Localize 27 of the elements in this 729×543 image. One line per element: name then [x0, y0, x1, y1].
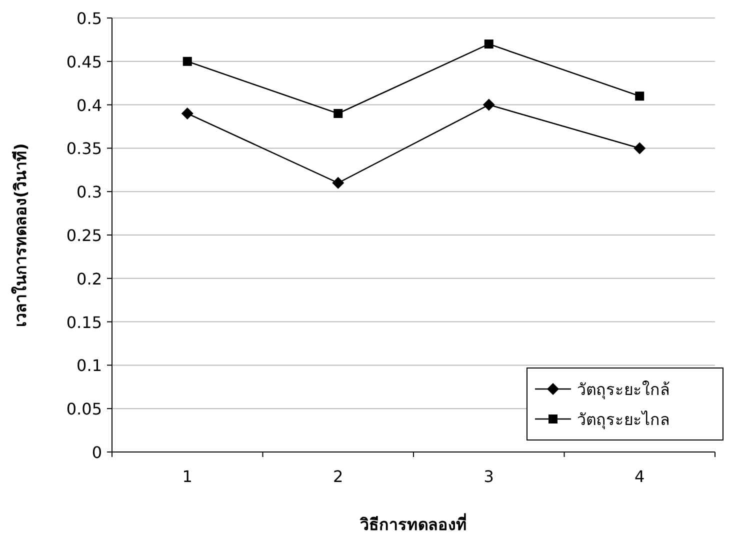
- point: [482, 98, 495, 111]
- point: [334, 108, 343, 118]
- point: [634, 142, 646, 154]
- y-axis-title: เวลาในการทดลอง(วินาที): [11, 143, 30, 327]
- y-tick-label: 0.5: [76, 9, 102, 28]
- point: [635, 92, 644, 101]
- y-tick-label: 0.15: [66, 312, 102, 332]
- x-axis-title: วิธีการทดลองที่: [359, 513, 467, 534]
- x-tick-label: 4: [634, 467, 645, 486]
- y-tick-label: 0.05: [66, 400, 102, 419]
- y-tick-label: 0.25: [66, 226, 102, 245]
- y-tick-label: 0.4: [76, 96, 102, 115]
- y-tick-label: 0.35: [66, 139, 102, 158]
- legend-label: วัตถุระยะใกล้: [577, 380, 670, 400]
- point: [484, 40, 494, 49]
- y-tick-label: 0.2: [76, 269, 102, 288]
- point: [181, 107, 194, 120]
- x-tick-label: 2: [333, 467, 344, 486]
- y-tick-label: 0: [92, 443, 102, 462]
- legend-label: วัตถุระยะไกล: [577, 410, 670, 430]
- x-tick-label: 3: [484, 467, 494, 486]
- y-tick-label: 0.3: [76, 182, 102, 202]
- y-tick-label: 0.45: [66, 52, 102, 72]
- y-tick-label: 0.1: [76, 356, 102, 376]
- point: [182, 56, 192, 66]
- x-tick-label: 1: [182, 467, 192, 486]
- point: [332, 176, 344, 189]
